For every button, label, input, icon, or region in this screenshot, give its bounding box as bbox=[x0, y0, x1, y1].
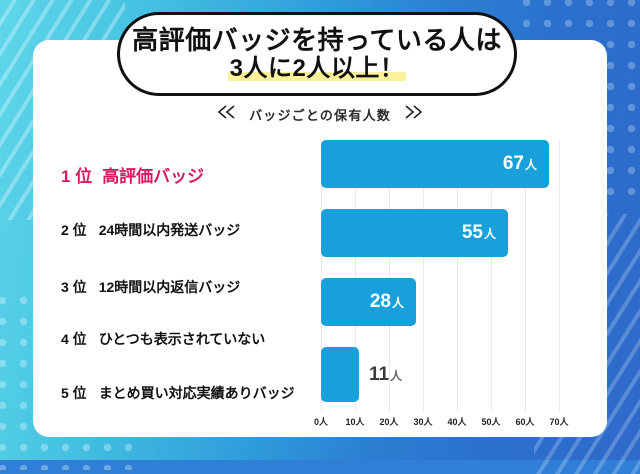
rank-number-2: 2 位 bbox=[61, 222, 87, 238]
rank-name-1: 高評価バッジ bbox=[102, 167, 205, 186]
bar-value-unit-4: 人 bbox=[390, 368, 403, 383]
title-line-2-wrapper: 3人に2人以上！ bbox=[227, 54, 407, 83]
axis-tick-7: 70人 bbox=[549, 417, 569, 427]
bar-1: 67 人 bbox=[321, 140, 549, 188]
rank-row-5: 5 位 まとめ買い対応実績ありバッジ bbox=[61, 383, 295, 403]
bar-4: 11 人 bbox=[321, 347, 402, 402]
bar-3: 28 人 bbox=[321, 278, 416, 326]
rank-name-4: ひとつも表示されていない bbox=[98, 331, 266, 347]
gridline-70 bbox=[559, 140, 560, 412]
title-line-2: 3人に2人以上！ bbox=[229, 54, 405, 82]
axis-tick-0: 0人 bbox=[313, 417, 329, 427]
bar-value-number-3: 28 bbox=[369, 291, 391, 312]
double-chevron-right-icon bbox=[402, 104, 424, 125]
rank-number-3: 3 位 bbox=[61, 279, 87, 295]
axis-tick-3: 30人 bbox=[413, 417, 433, 427]
bar-value-number-1: 67 bbox=[502, 153, 524, 174]
plot-area: 67 人 55 人 28 人 11 人 bbox=[321, 140, 571, 412]
bar-value-3: 28 人 bbox=[370, 291, 404, 313]
title-line-1: 高評価バッジを持っている人は bbox=[132, 24, 502, 55]
gridline-60 bbox=[525, 140, 526, 412]
chart: 1 位 高評価バッジ 2 位 24時間以内発送バッジ 3 位 12時間以内返信バ… bbox=[33, 140, 607, 430]
x-axis: 0人 10人 20人 30人 40人 50人 60人 70人 bbox=[314, 412, 571, 434]
bar-value-2: 55 人 bbox=[462, 222, 496, 244]
double-chevron-left-icon bbox=[216, 104, 238, 125]
axis-tick-6: 60人 bbox=[515, 417, 535, 427]
rank-row-2: 2 位 24時間以内発送バッジ bbox=[61, 220, 240, 240]
bar-2: 55 人 bbox=[321, 209, 508, 257]
subtitle-text: バッジごとの保有人数 bbox=[249, 108, 391, 123]
bar-value-unit-1: 人 bbox=[524, 158, 537, 172]
rank-number-4: 4 位 bbox=[61, 331, 87, 347]
bar-value-unit-3: 人 bbox=[391, 296, 404, 310]
bar-value-1: 67 人 bbox=[503, 153, 537, 175]
axis-tick-5: 50人 bbox=[481, 417, 501, 427]
axis-tick-2: 20人 bbox=[379, 417, 399, 427]
title-highlight bbox=[227, 72, 407, 82]
rank-row-4: 4 位 ひとつも表示されていない bbox=[61, 329, 265, 349]
gridline-50 bbox=[491, 140, 492, 412]
subtitle: バッジごとの保有人数 bbox=[0, 104, 640, 125]
gridline-0 bbox=[321, 140, 322, 412]
gridline-20 bbox=[389, 140, 390, 412]
content-card bbox=[33, 40, 607, 437]
rank-name-3: 12時間以内返信バッジ bbox=[98, 279, 241, 295]
bar-value-number-2: 55 bbox=[461, 222, 483, 243]
rank-row-3: 3 位 12時間以内返信バッジ bbox=[61, 277, 240, 297]
bar-value-unit-2: 人 bbox=[483, 227, 496, 241]
gridline-30 bbox=[423, 140, 424, 412]
bar-value-4: 11 人 bbox=[369, 364, 402, 386]
bar-value-number-4: 11 bbox=[369, 363, 390, 385]
gridline-10 bbox=[355, 140, 356, 412]
gridline-40 bbox=[457, 140, 458, 412]
rank-name-5: まとめ買い対応実績ありバッジ bbox=[98, 385, 295, 401]
title-bubble: 高評価バッジを持っている人は 3人に2人以上！ bbox=[117, 12, 517, 96]
rank-row-1: 1 位 高評価バッジ bbox=[61, 162, 204, 187]
axis-tick-1: 10人 bbox=[345, 417, 365, 427]
rank-number-1: 1 位 bbox=[61, 167, 93, 186]
rank-number-5: 5 位 bbox=[61, 385, 87, 401]
rank-name-2: 24時間以内発送バッジ bbox=[98, 222, 241, 238]
axis-tick-4: 40人 bbox=[447, 417, 467, 427]
ranking-label-column: 1 位 高評価バッジ 2 位 24時間以内発送バッジ 3 位 12時間以内返信バ… bbox=[33, 140, 328, 415]
